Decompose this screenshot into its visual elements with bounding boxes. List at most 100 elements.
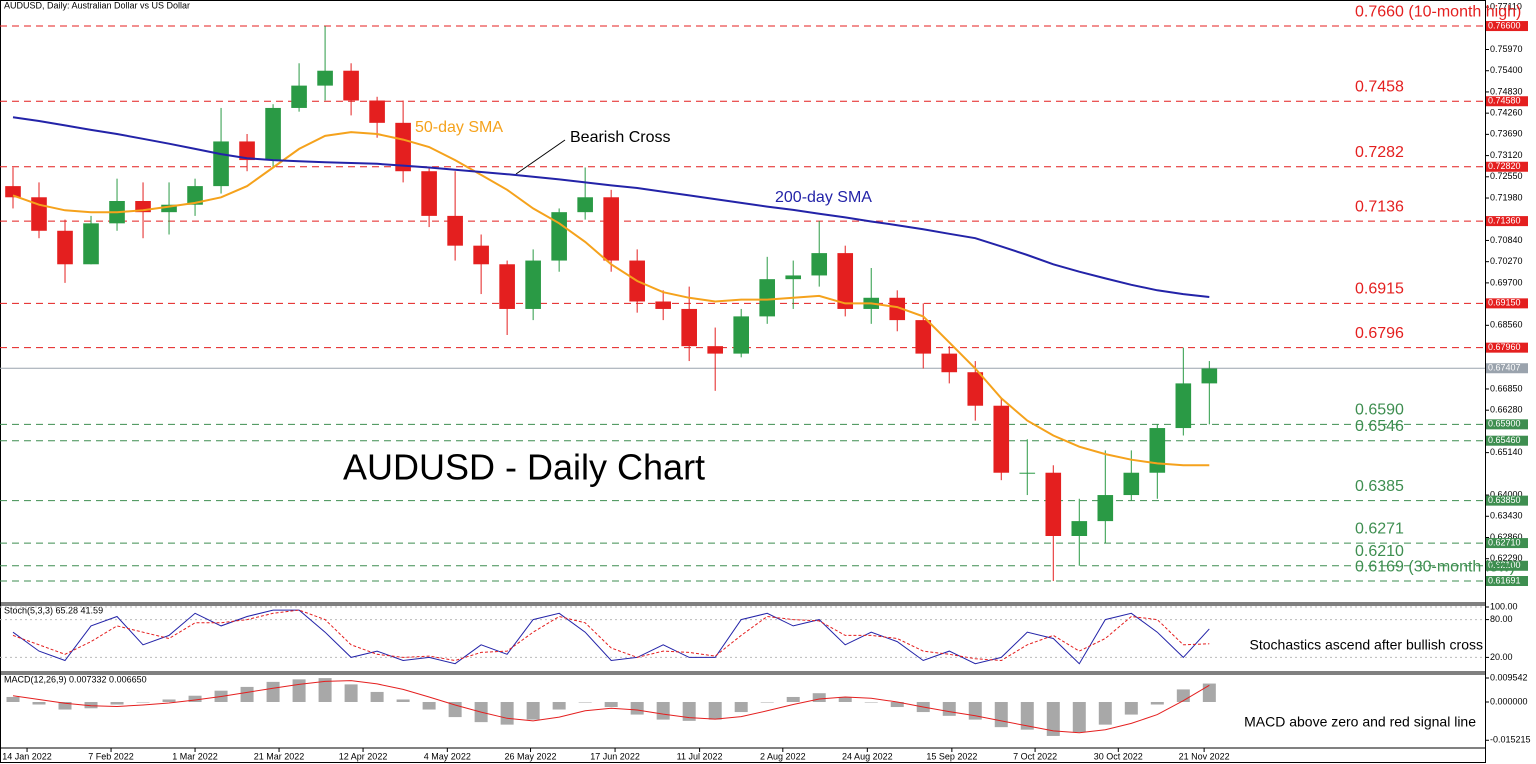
candle-body: [57, 230, 73, 265]
y-tick-label: -0.015215: [1490, 735, 1531, 745]
macd-bar: [760, 701, 774, 703]
x-tick-label: 24 Aug 2022: [842, 751, 893, 761]
annotation: 200-day SMA: [775, 189, 872, 206]
macd-bar: [110, 701, 124, 705]
candle-body: [83, 223, 99, 265]
y-tick-label: 0.73690: [1490, 129, 1523, 139]
x-tick-label: 21 Nov 2022: [1179, 751, 1230, 761]
candle-body: [161, 204, 177, 213]
level-label: 0.7136: [1355, 198, 1404, 215]
level-tag-label: 0.62100: [1488, 560, 1521, 570]
candle-body: [317, 70, 333, 86]
candle-body: [1175, 383, 1192, 429]
candle-body: [265, 107, 281, 161]
macd-bar: [396, 699, 410, 702]
macd-bar: [942, 701, 956, 716]
macd-bar: [604, 701, 618, 708]
y-tick-label: 0.75400: [1490, 65, 1523, 75]
panel-title: MACD(12,26,9) 0.007332 0.006650: [4, 674, 147, 684]
y-tick-label: 0.64000: [1490, 489, 1523, 499]
x-tick-label: 4 May 2022: [424, 751, 471, 761]
level-tag-label: 0.69150: [1488, 298, 1521, 308]
level-tag-label: 0.74580: [1488, 96, 1521, 106]
y-tick-label: 0.74260: [1490, 108, 1523, 118]
macd-bar: [1072, 701, 1086, 733]
candle-body: [811, 253, 828, 276]
macd-bar: [1150, 701, 1164, 705]
panel-title: Stoch(5,3,3) 65.28 41.59: [4, 605, 103, 615]
y-tick-label: 20.00: [1490, 652, 1513, 662]
candle-body: [915, 320, 932, 354]
y-tick-label: 0.63430: [1490, 511, 1523, 521]
macd-bar: [240, 686, 254, 702]
macd-bar: [578, 701, 592, 703]
y-tick-label: 0.65140: [1490, 447, 1523, 457]
candle-body: [499, 264, 515, 309]
annotation: Bearish Cross: [570, 129, 670, 146]
macd-bar: [552, 701, 566, 710]
level-tag-label: 0.65460: [1488, 435, 1521, 445]
panel-note: MACD above zero and red signal line: [1244, 714, 1476, 730]
candle-body: [369, 100, 385, 123]
x-tick-label: 12 Apr 2022: [339, 751, 388, 761]
candle-body: [525, 260, 541, 309]
candle-body: [707, 346, 723, 354]
x-tick-label: 21 Mar 2022: [254, 751, 305, 761]
y-tick-label: 0.69700: [1490, 277, 1523, 287]
level-label: 0.7660 (10-month high): [1355, 3, 1521, 20]
level-tag: [1486, 342, 1528, 353]
candle-body: [759, 279, 776, 317]
candle-body: [941, 353, 958, 373]
x-tick-label: 26 May 2022: [505, 751, 557, 761]
level-label: 0.6210: [1355, 543, 1404, 560]
y-tick-label: 0.66280: [1490, 405, 1523, 415]
x-tick-label: 2 Aug 2022: [760, 751, 806, 761]
sma-line: [12, 131, 1210, 467]
level-label: 0.6271: [1355, 520, 1404, 537]
y-tick-label: 0.72550: [1490, 171, 1523, 181]
macd-bar: [812, 693, 826, 702]
candle-body: [967, 372, 984, 406]
y-tick-label: 0.75970: [1490, 44, 1523, 54]
macd-bar: [682, 701, 696, 721]
macd-bar: [786, 696, 800, 702]
panel-note: Stochastics ascend after bullish cross: [1250, 637, 1483, 653]
level-tag: [1486, 538, 1528, 549]
macd-bar: [58, 701, 72, 710]
level-tag: [1486, 96, 1528, 107]
macd-bar: [1202, 683, 1216, 702]
level-tag-label: 0.65900: [1488, 419, 1521, 429]
level-label: 0.6590: [1355, 402, 1404, 419]
macd-bar: [32, 701, 46, 705]
candle-body: [785, 275, 802, 280]
candle-body: [577, 197, 593, 213]
macd-bar: [344, 684, 358, 702]
level-tag: [1486, 576, 1528, 587]
candle-body: [655, 301, 671, 309]
y-tick-label: 0.62860: [1490, 532, 1523, 542]
sma-line: [12, 116, 1210, 298]
macd-bar: [1124, 701, 1138, 715]
candle-body: [395, 122, 411, 172]
macd-bar: [1098, 701, 1112, 725]
candle-body: [135, 201, 151, 213]
stoch-line: [12, 609, 1210, 662]
candle-body: [447, 215, 463, 246]
x-tick-label: 11 Jul 2022: [677, 751, 723, 761]
candle-body: [1097, 495, 1114, 522]
candle-body: [213, 141, 229, 187]
candle-body: [837, 253, 854, 309]
macd-bar: [448, 701, 462, 718]
level-label: 0.6915: [1355, 281, 1404, 298]
annotation-arrow: [515, 139, 566, 175]
candle-body: [1149, 428, 1166, 473]
candle-body: [5, 186, 21, 198]
level-tag-label: 0.61691: [1488, 575, 1521, 585]
current-price-label: 0.67407: [1488, 363, 1521, 373]
level-tag: [1486, 216, 1528, 227]
x-tick-label: 15 Sep 2022: [926, 751, 977, 761]
level-label: 0.6385: [1355, 478, 1404, 495]
candle-body: [291, 85, 307, 108]
x-tick-label: 14 Jan 2022: [2, 751, 52, 761]
level-label: 0.7458: [1355, 78, 1404, 95]
